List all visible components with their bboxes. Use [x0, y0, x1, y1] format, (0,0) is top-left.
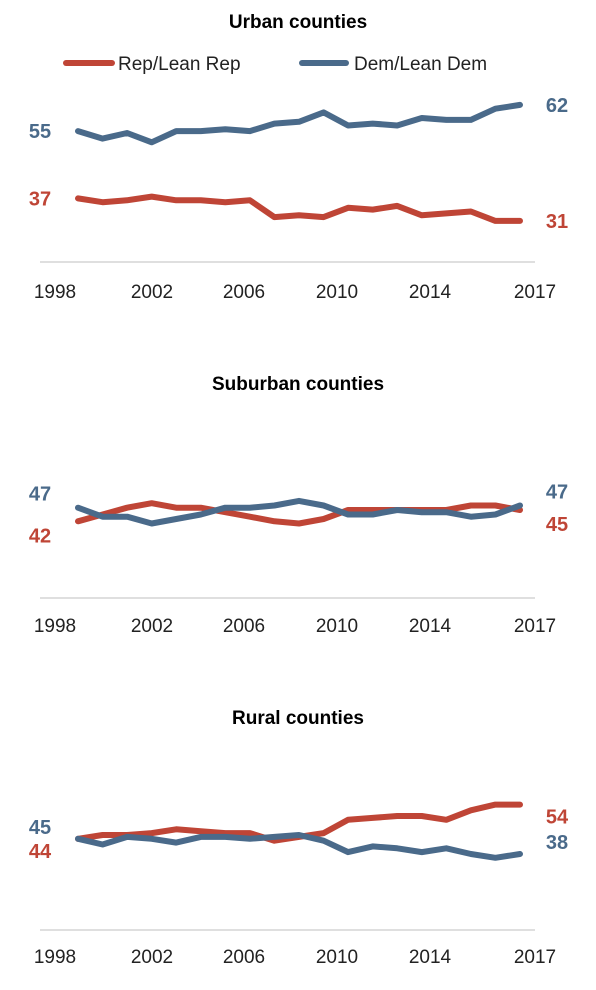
suburban-tick-2010: 2010	[316, 616, 358, 637]
rural-dem-start-label: 45	[29, 817, 51, 839]
urban-tick-1998: 1998	[34, 282, 76, 303]
rural-dem-line	[75, 832, 523, 861]
rural-tick-2014: 2014	[409, 947, 452, 968]
suburban-tick-2002: 2002	[131, 616, 173, 637]
suburban-dem-line	[75, 497, 523, 527]
legend-label-dem: Dem/Lean Dem	[354, 54, 487, 75]
legend: Rep/Lean Rep Dem/Lean Dem	[63, 54, 487, 75]
rural-tick-2006: 2006	[223, 947, 265, 968]
urban-tick-2006: 2006	[223, 282, 265, 303]
suburban-panel-title: Suburban counties	[212, 374, 384, 395]
suburban-tick-2006: 2006	[223, 616, 265, 637]
suburban-rep-end-label: 45	[546, 514, 568, 536]
panels: Urban counties 1998 2002 2006 2010 2014 2017 37…	[29, 12, 569, 968]
rural-panel: Rural counties 1998 2002 2006 2010 2014 2017 44…	[29, 708, 569, 968]
urban-panel-title: Urban counties	[229, 12, 367, 33]
rural-dem-end-label: 38	[546, 832, 568, 854]
urban-dem-end-label: 62	[546, 95, 568, 117]
urban-tick-2017: 2017	[514, 282, 556, 303]
urban-tick-2002: 2002	[131, 282, 173, 303]
rural-tick-2017: 2017	[514, 947, 556, 968]
rural-rep-start-label: 44	[29, 841, 52, 863]
rural-rep-end-label: 54	[546, 807, 569, 829]
suburban-tick-1998: 1998	[34, 616, 76, 637]
suburban-panel: Suburban counties 1998 2002 2006 2010 2014 201…	[29, 374, 568, 637]
suburban-tick-2014: 2014	[409, 616, 452, 637]
rural-tick-1998: 1998	[34, 947, 76, 968]
urban-rep-line	[75, 193, 523, 224]
rural-panel-title: Rural counties	[232, 708, 364, 729]
urban-dem-line	[75, 101, 523, 146]
rural-tick-2002: 2002	[131, 947, 173, 968]
suburban-dem-end-label: 47	[546, 482, 568, 504]
urban-panel: Urban counties 1998 2002 2006 2010 2014 2017 37…	[29, 12, 568, 303]
rural-tick-2010: 2010	[316, 947, 358, 968]
legend-label-rep: Rep/Lean Rep	[118, 54, 241, 75]
suburban-tick-2017: 2017	[514, 616, 556, 637]
urban-rep-start-label: 37	[29, 188, 51, 210]
suburban-dem-start-label: 47	[29, 484, 51, 506]
suburban-rep-start-label: 42	[29, 525, 51, 547]
urban-rep-end-label: 31	[546, 211, 568, 233]
urban-tick-2010: 2010	[316, 282, 358, 303]
urban-dem-start-label: 55	[29, 121, 51, 143]
urban-tick-2014: 2014	[409, 282, 452, 303]
